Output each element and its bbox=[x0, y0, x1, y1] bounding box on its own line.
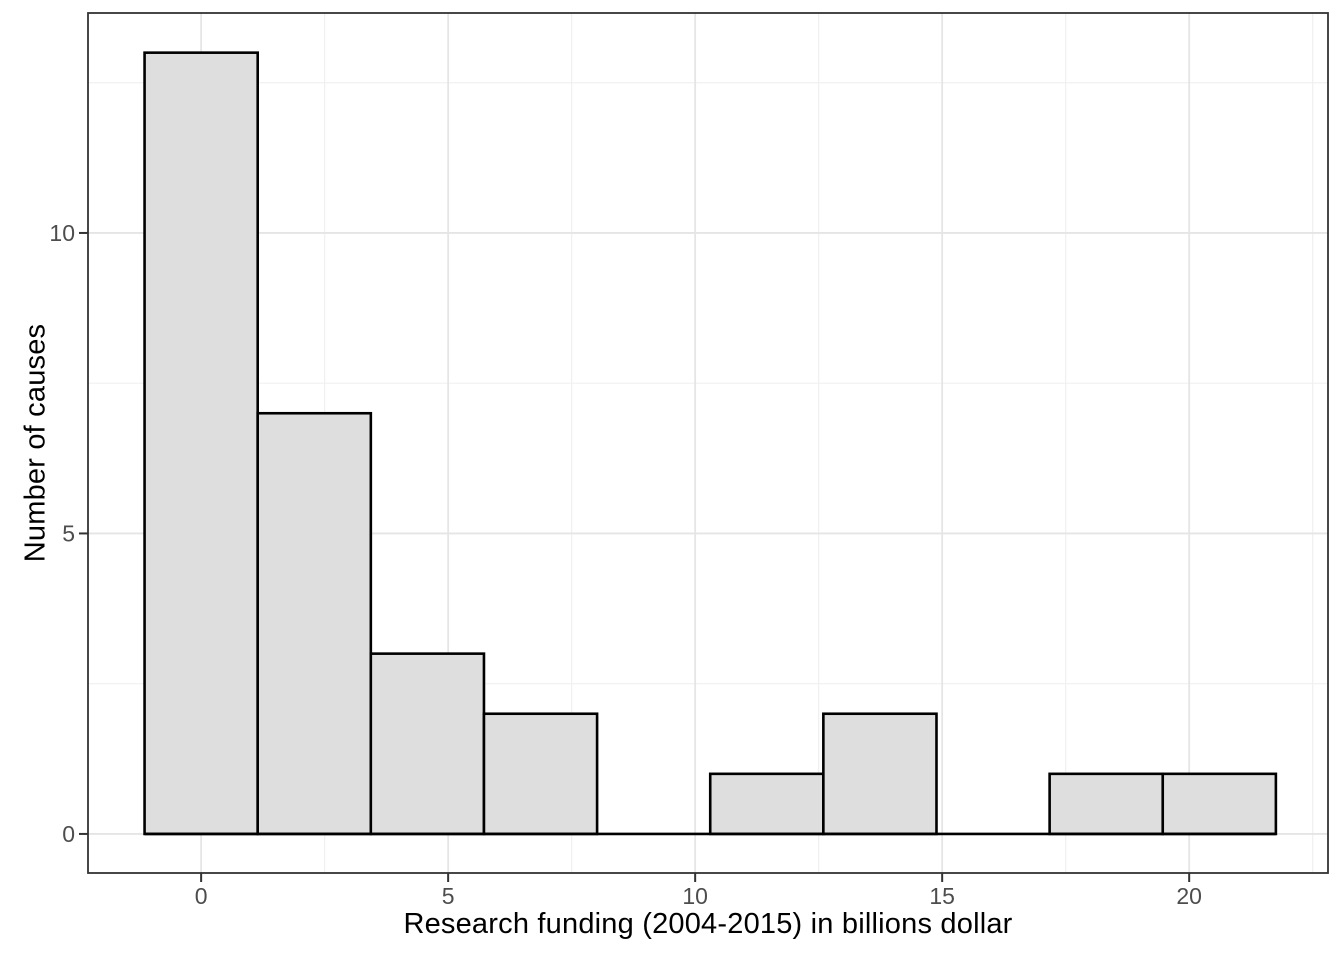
histogram-bar bbox=[143, 51, 259, 836]
panel-border bbox=[87, 12, 1329, 874]
histogram-bar bbox=[369, 652, 486, 836]
histogram-bar bbox=[256, 411, 373, 836]
y-tick-label: 0 bbox=[62, 821, 75, 847]
x-axis-title: Research funding (2004-2015) in billions… bbox=[403, 908, 1013, 940]
y-axis-title: Number of causes bbox=[19, 323, 52, 563]
histogram-bar bbox=[822, 712, 938, 836]
histogram-bar bbox=[482, 712, 599, 836]
y-tick-label: 10 bbox=[49, 220, 75, 246]
histogram-bar bbox=[708, 772, 825, 836]
x-tick-label: 10 bbox=[682, 883, 708, 909]
histogram-bar bbox=[1161, 772, 1278, 836]
x-tick-label: 5 bbox=[442, 883, 455, 909]
x-tick-label: 15 bbox=[929, 883, 955, 909]
x-tick-label: 0 bbox=[195, 883, 208, 909]
x-tick-label: 20 bbox=[1176, 883, 1202, 909]
y-tick-label: 5 bbox=[62, 520, 75, 546]
histogram-bar bbox=[1048, 772, 1165, 836]
